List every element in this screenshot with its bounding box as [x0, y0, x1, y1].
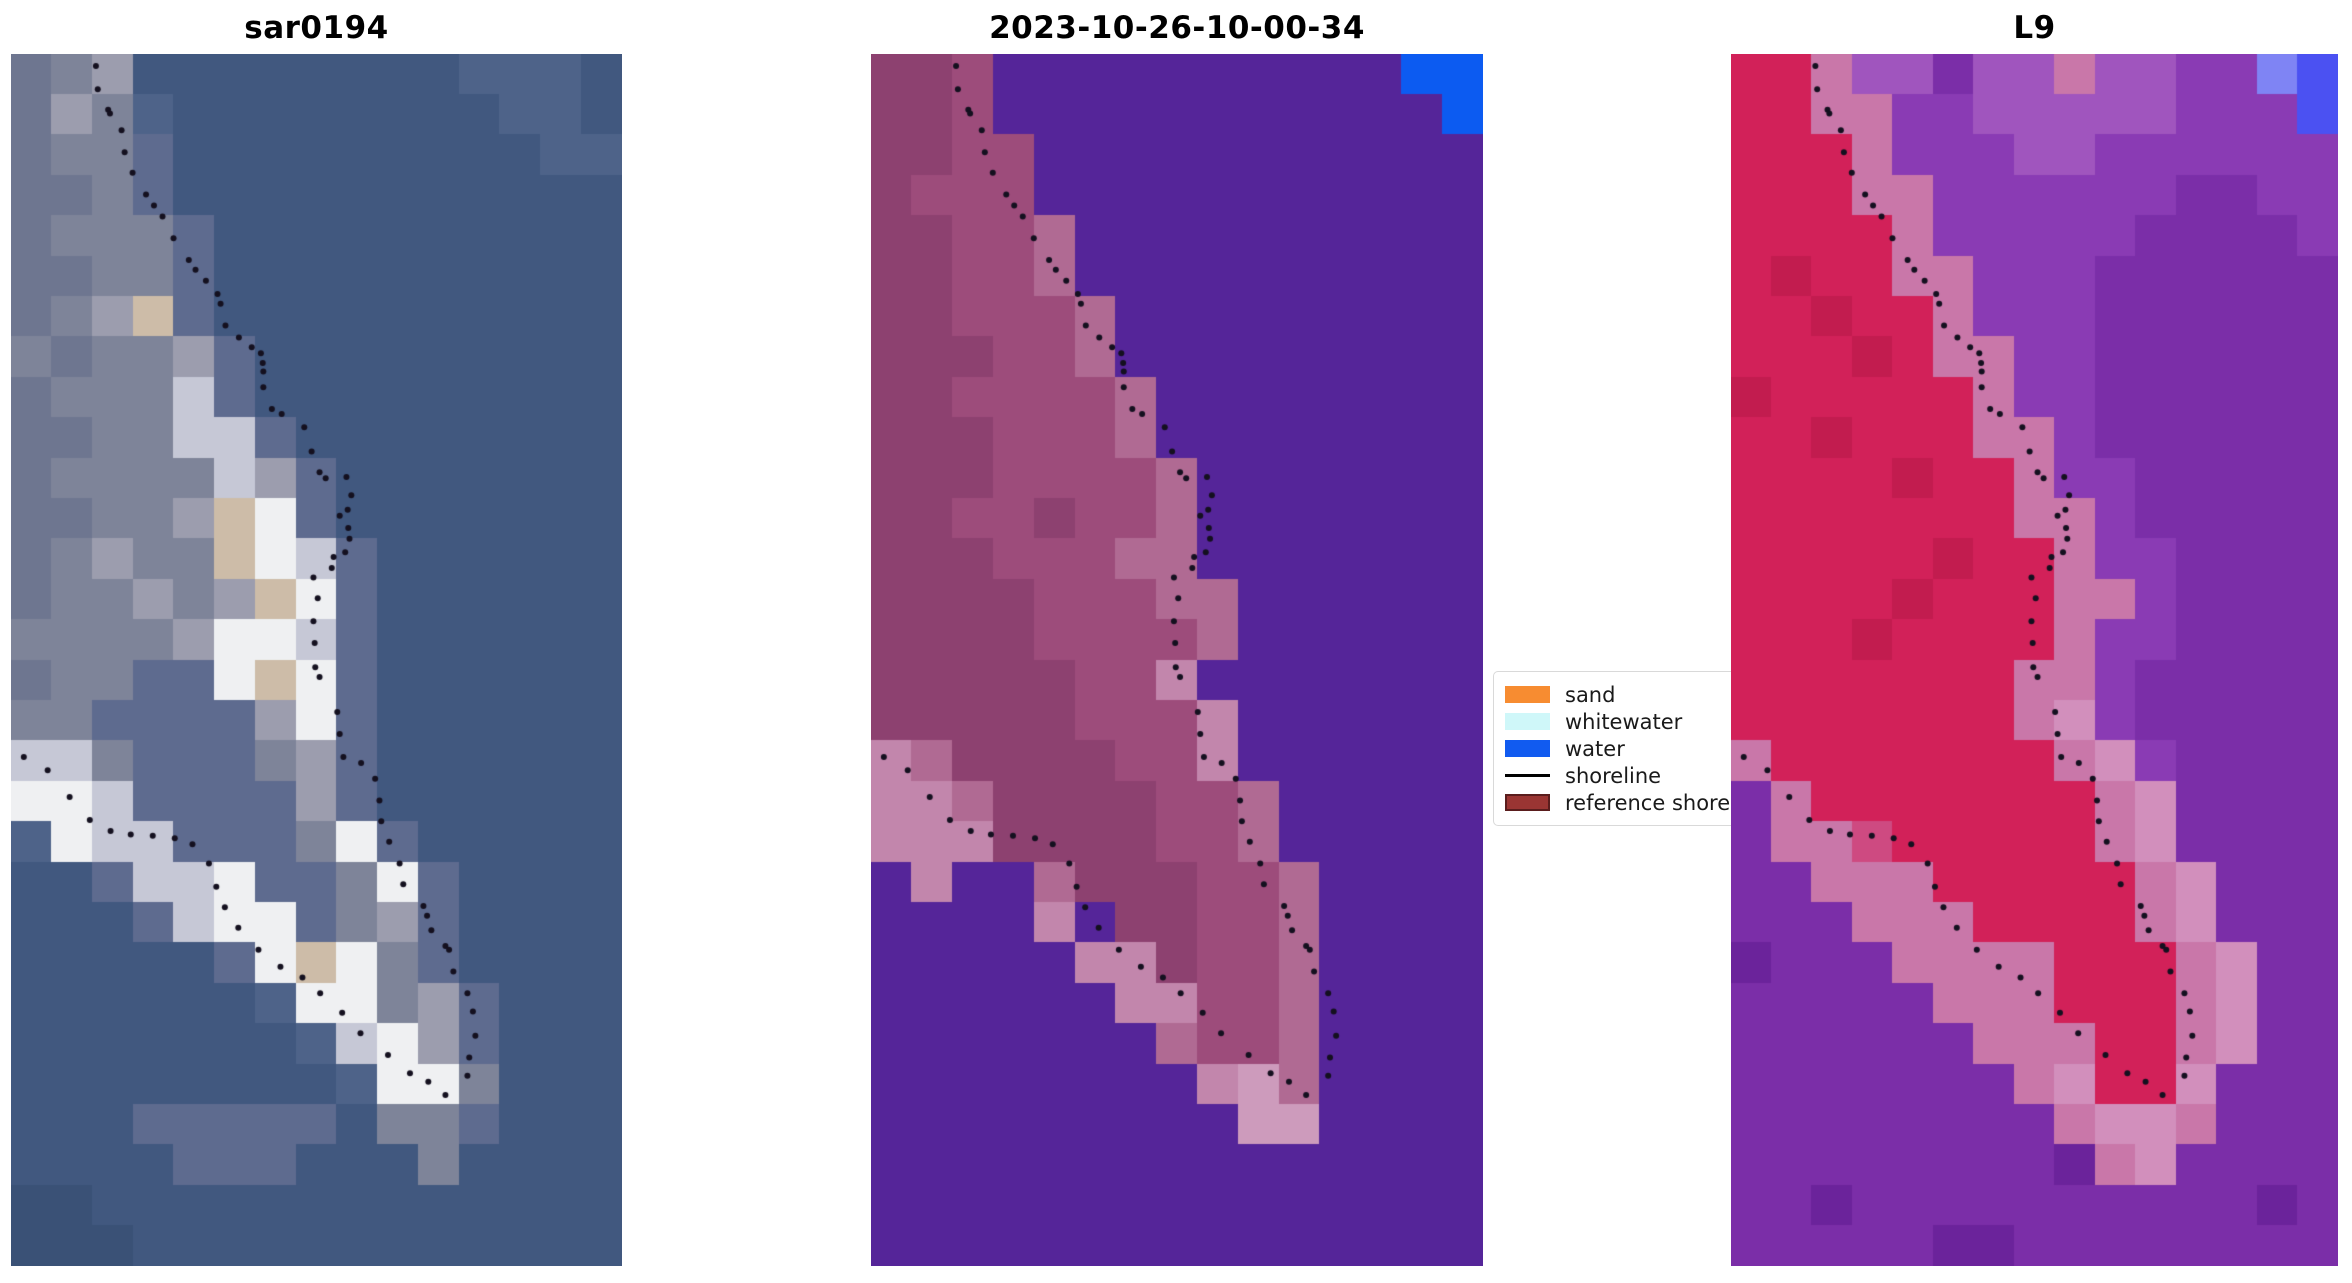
legend-entry-sand: sand	[1505, 681, 1732, 708]
legend-entry-whitewater: whitewater	[1505, 708, 1732, 735]
panel-title-classified-date: 2023-10-26-10-00-34	[989, 10, 1365, 46]
sar-image-panel	[11, 54, 622, 1266]
legend-label: whitewater	[1565, 709, 1683, 734]
classified-image	[871, 54, 1483, 1266]
legend-label: sand	[1565, 682, 1616, 707]
panel-title-sar: sar0194	[244, 10, 389, 46]
legend-entry-shoreline: shoreline	[1505, 762, 1732, 789]
legend-line-swatch	[1505, 774, 1550, 777]
legend-entry-reference-shoreline: reference shoreline	[1505, 789, 1768, 816]
sar-image	[11, 54, 622, 1266]
legend-label: shoreline	[1565, 763, 1662, 788]
classification-legend: sand whitewater water shoreline reference sh…	[1493, 671, 1768, 826]
classified-image-panel	[871, 54, 1483, 1266]
legend-color-swatch	[1505, 740, 1550, 757]
legend-label: water	[1565, 736, 1625, 761]
legend-color-swatch	[1505, 713, 1550, 730]
legend-entry-water: water	[1505, 735, 1732, 762]
legend-color-swatch	[1505, 794, 1550, 811]
legend-color-swatch	[1505, 686, 1550, 703]
l9-image-panel	[1731, 54, 2338, 1266]
panel-title-l9: L9	[2013, 10, 2056, 46]
l9-image	[1731, 54, 2338, 1266]
